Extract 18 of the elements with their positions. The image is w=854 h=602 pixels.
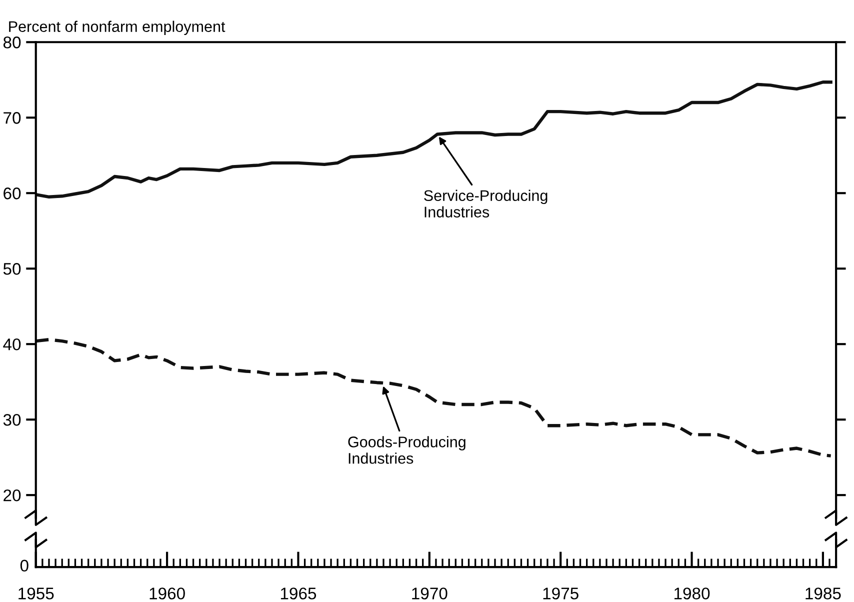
x-tick-label: 1975 <box>543 588 578 600</box>
y-tick-label: 70 <box>4 112 21 124</box>
y-tick-label: 60 <box>4 188 21 200</box>
y-tick-label: 50 <box>3 263 21 275</box>
x-tick-label: 1955 <box>18 588 54 600</box>
y-tick-label: 40 <box>3 338 21 350</box>
y-tick-label: 20 <box>4 489 21 502</box>
x-tick-label: 1980 <box>674 588 710 600</box>
y-tick-label: 80 <box>3 36 21 48</box>
annotation: Service-Producing Industries <box>424 190 548 218</box>
text: 0 <box>20 560 28 572</box>
x-tick-label: 1970 <box>412 588 448 600</box>
y-tick-label: 30 <box>3 414 21 426</box>
y-axis-title: Percent of nonfarm employment <box>9 20 226 36</box>
x-tick-label: 1965 <box>280 588 316 600</box>
annotation: Goods-Producing Industries <box>348 436 466 464</box>
x-tick-label: 1985 <box>806 588 841 600</box>
x-tick-label: 1960 <box>150 588 185 600</box>
